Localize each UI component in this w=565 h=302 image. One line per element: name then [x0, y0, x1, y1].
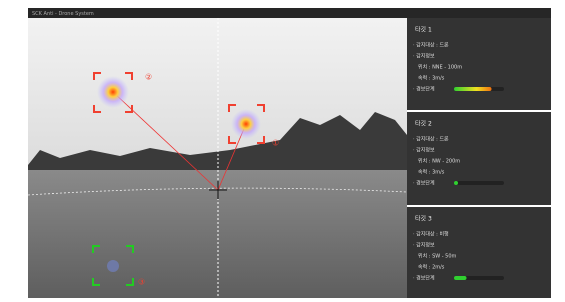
alert-bar	[454, 181, 458, 185]
speed: 속력 : 3m/s	[418, 75, 445, 82]
app-title: SCK Anti - Drone System	[32, 11, 94, 17]
object: · 감지대상 : 드론	[413, 136, 449, 143]
alert-bar	[454, 87, 492, 91]
position: 위치 : SW - 50m	[418, 253, 457, 260]
position: 위치 : NNE - 100m	[418, 64, 462, 71]
alert-label: · 경보단계	[413, 180, 435, 187]
object: · 감지대상 : 비행	[413, 231, 449, 238]
alert-label: · 경보단계	[413, 275, 435, 282]
alert-track	[454, 181, 504, 185]
screen: SCK Anti - Drone System ② ① ③ 타깃 1 · 감지대상…	[0, 0, 565, 298]
marker-label: ②	[145, 73, 152, 82]
page: SCK Anti - Drone System ② ① ③ 타깃 1 · 감지대상…	[0, 0, 565, 298]
info: · 감지정보	[413, 242, 435, 249]
alert-bar	[454, 276, 467, 280]
marker-label: ①	[272, 139, 279, 148]
target-title: 타깃 3	[415, 215, 432, 223]
marker-label: ③	[138, 278, 145, 287]
target-title: 타깃 1	[415, 26, 432, 34]
target-title: 타깃 2	[415, 120, 432, 128]
info: · 감지정보	[413, 53, 435, 60]
info: · 감지정보	[413, 147, 435, 154]
position: 위치 : NW - 200m	[418, 158, 460, 165]
object: · 감지대상 : 드론	[413, 42, 449, 49]
alert-label: · 경보단계	[413, 86, 435, 93]
camera-view	[28, 18, 407, 298]
speed: 속력 : 3m/s	[418, 169, 445, 176]
title-bar	[28, 8, 551, 18]
speed: 속력 : 2m/s	[418, 264, 445, 271]
